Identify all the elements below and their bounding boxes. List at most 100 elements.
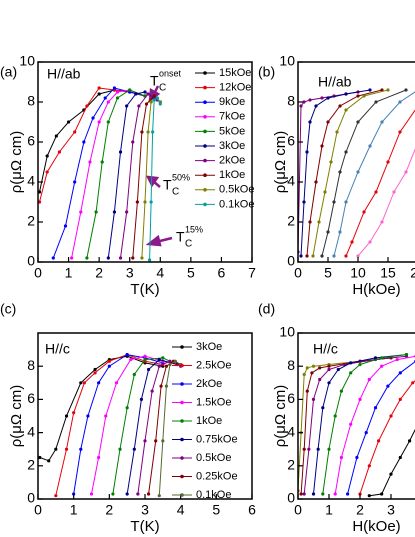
y-axis-label: ρ(μΩ cm) — [8, 131, 25, 194]
series-line — [148, 360, 181, 495]
data-point — [147, 258, 152, 262]
y-tick-label: 4 — [287, 173, 295, 189]
data-point — [386, 88, 390, 92]
x-tick-label: 10 — [350, 265, 366, 281]
series-line — [298, 357, 392, 491]
data-point — [326, 96, 330, 100]
data-point — [350, 240, 354, 244]
data-point — [326, 230, 330, 234]
legend-label: 1kOe — [196, 415, 222, 427]
data-point — [164, 384, 168, 388]
data-point — [364, 431, 368, 435]
data-point — [146, 492, 151, 496]
legend-label: 0.5kOe — [219, 184, 254, 196]
data-point — [146, 92, 150, 96]
data-point — [152, 98, 156, 102]
data-point — [73, 130, 77, 134]
y-tick-label: 0 — [287, 253, 295, 269]
legend-marker — [180, 493, 184, 497]
data-point — [316, 447, 320, 451]
data-point — [114, 381, 119, 385]
data-point — [91, 116, 95, 120]
data-point — [106, 256, 110, 260]
data-point — [82, 381, 86, 385]
panel-title: H//ab — [318, 74, 352, 90]
series-line — [107, 91, 155, 259]
data-point — [135, 200, 139, 204]
series-line — [71, 89, 146, 259]
data-point — [97, 381, 101, 385]
data-point — [398, 100, 402, 104]
data-point — [168, 362, 172, 367]
data-point — [321, 406, 325, 410]
data-point — [327, 447, 331, 451]
x-tick-label: 1 — [70, 502, 78, 518]
y-tick-label: 2 — [27, 213, 35, 229]
y-tick-label: 6 — [287, 133, 295, 149]
data-point — [93, 371, 97, 375]
data-point — [374, 100, 378, 104]
data-point — [344, 254, 348, 258]
series-line — [300, 89, 371, 257]
data-point — [103, 96, 107, 100]
legend-marker — [180, 437, 184, 442]
data-point — [305, 254, 309, 258]
annotation-sup: onset — [159, 68, 182, 78]
legend-marker — [203, 100, 207, 104]
x-tick-label: 3 — [141, 502, 149, 518]
data-point — [38, 200, 42, 204]
data-point — [152, 94, 156, 98]
data-point — [318, 366, 322, 370]
series-line — [86, 89, 146, 259]
data-point — [346, 492, 350, 496]
data-point — [299, 254, 303, 258]
x-tick-label: 0 — [294, 502, 302, 518]
annotation-main: T — [163, 177, 172, 193]
data-point — [333, 492, 337, 496]
arrow-head — [145, 234, 162, 247]
data-point — [386, 384, 390, 388]
data-point — [54, 447, 58, 451]
data-point — [311, 364, 316, 368]
x-tick-label: 6 — [218, 265, 226, 281]
data-point — [344, 108, 348, 112]
data-point — [143, 439, 147, 443]
x-tick-label: 6 — [248, 502, 256, 518]
series-line — [298, 91, 359, 253]
data-point — [72, 411, 76, 415]
data-point — [362, 94, 366, 98]
data-point — [356, 120, 360, 124]
legend-marker — [203, 71, 207, 75]
data-point — [398, 397, 402, 401]
legend-label: 0.1kOe — [196, 489, 231, 501]
x-tick-label: 1 — [325, 502, 333, 518]
data-point — [143, 200, 147, 204]
x-tick-label: 0 — [34, 502, 42, 518]
legend-label: 0.5kOe — [196, 452, 231, 464]
series-line — [73, 354, 163, 495]
data-point — [45, 154, 49, 158]
data-point — [143, 354, 147, 358]
annotation-sub: C — [172, 187, 179, 198]
data-point — [149, 200, 153, 204]
data-point — [134, 92, 138, 96]
x-tick-label: 4 — [177, 502, 185, 518]
data-point — [125, 352, 129, 357]
data-point — [54, 494, 58, 498]
data-point — [115, 96, 120, 100]
data-point — [157, 364, 161, 368]
data-point — [151, 130, 155, 134]
data-point — [398, 455, 402, 460]
legend-marker — [180, 345, 184, 349]
data-point — [302, 372, 306, 377]
data-point — [335, 130, 339, 134]
data-point — [368, 144, 372, 148]
data-point — [332, 254, 336, 258]
legend-label: 5kOe — [219, 125, 245, 137]
x-tick-label: 5 — [212, 502, 220, 518]
legend-label: 12kOe — [219, 82, 251, 94]
y-tick-label: 10 — [279, 324, 295, 340]
series-line — [39, 89, 146, 193]
y-tick-label: 6 — [27, 390, 35, 406]
